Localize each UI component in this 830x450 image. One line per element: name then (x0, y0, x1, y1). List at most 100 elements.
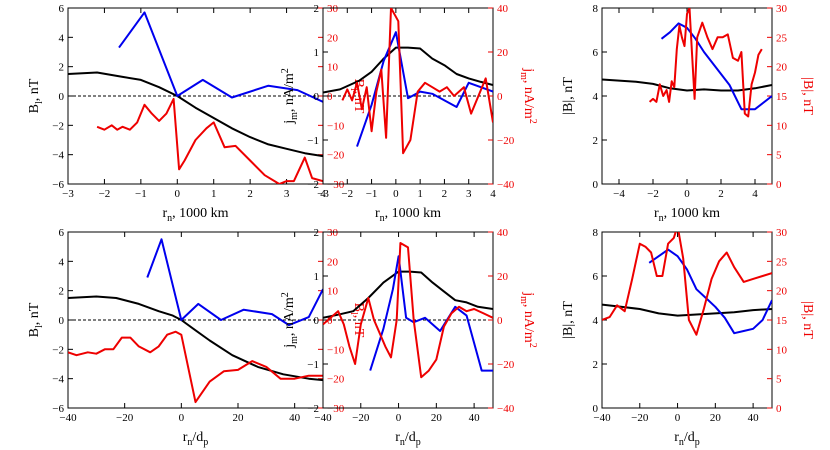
series-line-blue (648, 248, 772, 335)
x-tick-label: 0 (396, 412, 402, 424)
x-tick-label: 4 (490, 188, 496, 200)
y-tick-label-left: 6 (593, 47, 599, 59)
y-tick-label-left: 2 (593, 359, 599, 371)
series-line-red (68, 330, 323, 404)
y-tick-label-right: 40 (497, 3, 509, 15)
series-line-black (323, 46, 493, 94)
series-line-red (96, 97, 323, 184)
x-tick-label: −40 (593, 412, 611, 424)
series-line-red (602, 232, 772, 336)
y-axis-label-left: |B|, nT (561, 301, 576, 339)
y-tick-label-left: 0 (314, 315, 320, 327)
y-tick-label-right: −40 (497, 179, 515, 191)
y-axis-label-left: |B|, nT (561, 77, 576, 115)
y-tick-label-left: 0 (59, 91, 65, 103)
x-tick-label: −2 (99, 188, 111, 200)
y-tick-label-right: −20 (497, 359, 515, 371)
y-tick-label-left: 2 (593, 135, 599, 147)
y-tick-label-right: 10 (776, 344, 788, 356)
x-tick-label: −40 (59, 412, 77, 424)
y-tick-label-left: 4 (59, 256, 65, 268)
y-tick-label-left: 2 (59, 286, 65, 298)
y-tick-label-left: 2 (314, 3, 320, 15)
y-tick-label-right: 20 (327, 32, 339, 44)
x-tick-label: 3 (284, 188, 290, 200)
y-tick-label-right: −10 (327, 120, 345, 132)
series-line-blue (369, 255, 493, 372)
x-tick-label: 20 (233, 412, 245, 424)
y-tick-label-right: 30 (327, 227, 339, 239)
y-tick-label-right: 30 (327, 3, 339, 15)
y-tick-label-left: 2 (59, 62, 65, 74)
x-tick-label: −40 (314, 412, 332, 424)
series-line-black (602, 78, 772, 92)
series-line-black (602, 303, 772, 317)
y-tick-label-left: 2 (314, 227, 320, 239)
y-axis-label-right: jm, nA/m2 (518, 291, 538, 348)
y-tick-label-left: 6 (59, 227, 65, 239)
x-tick-label: 2 (247, 188, 253, 200)
x-tick-label: 40 (289, 412, 301, 424)
x-axis-label: rn, 1000 km (654, 206, 720, 224)
y-tick-label-right: 25 (776, 32, 788, 44)
y-tick-label-left: −2 (307, 179, 319, 191)
series-line-red (323, 242, 493, 379)
y-tick-label-right: 30 (776, 227, 788, 239)
y-tick-label-left: 1 (314, 271, 320, 283)
y-tick-label-left: 8 (593, 227, 599, 239)
x-tick-label: −3 (317, 188, 329, 200)
plot-frame (601, 7, 773, 185)
x-tick-label: −20 (631, 412, 649, 424)
x-tick-label: −2 (647, 188, 659, 200)
y-tick-label-right: 0 (776, 403, 782, 415)
x-tick-label: 1 (417, 188, 423, 200)
series-line-red (648, 8, 763, 118)
x-tick-label: 0 (675, 412, 681, 424)
series-line-blue (118, 11, 323, 103)
y-tick-label-left: 4 (593, 91, 599, 103)
y-tick-label-right: 15 (776, 91, 788, 103)
y-tick-label-right: 5 (776, 150, 782, 162)
y-tick-label-right: 0 (776, 179, 782, 191)
y-tick-label-right: 10 (776, 120, 788, 132)
y-tick-label-left: 4 (59, 32, 65, 44)
y-tick-label-left: −1 (307, 135, 319, 147)
series-line-red (341, 8, 493, 155)
y-tick-label-right: 20 (776, 62, 788, 74)
y-tick-label-left: 4 (593, 315, 599, 327)
y-tick-label-left: −2 (52, 344, 64, 356)
x-tick-label: −3 (62, 188, 74, 200)
series-line-black (68, 295, 323, 382)
x-axis-label: rn, 1000 km (375, 206, 441, 224)
y-tick-label-left: 6 (593, 271, 599, 283)
y-tick-label-left: −2 (52, 120, 64, 132)
series-line-blue (660, 22, 772, 111)
x-axis-label: rn, 1000 km (162, 206, 228, 224)
y-tick-label-left: −4 (52, 374, 64, 386)
y-tick-label-right: 5 (776, 374, 782, 386)
x-tick-label: 0 (179, 412, 185, 424)
y-tick-label-left: −1 (307, 359, 319, 371)
y-tick-label-right: −20 (497, 135, 515, 147)
y-tick-label-left: 1 (314, 47, 320, 59)
y-tick-label-left: 8 (593, 3, 599, 15)
y-tick-label-right: −10 (327, 344, 345, 356)
series-line-black (323, 270, 493, 319)
x-tick-label: 20 (710, 412, 722, 424)
x-tick-label: 0 (393, 188, 399, 200)
x-tick-label: 4 (320, 188, 326, 200)
x-axis-label: rn/dp (395, 430, 421, 448)
y-tick-label-right: 0 (497, 315, 503, 327)
y-tick-label-right: 0 (497, 91, 503, 103)
y-tick-label-right: 0 (327, 315, 333, 327)
y-tick-label-right: −20 (327, 374, 345, 386)
x-tick-label: 3 (466, 188, 472, 200)
y-axis-label-right: |B|, nT (800, 301, 815, 339)
x-tick-label: −20 (352, 412, 370, 424)
x-tick-label: 4 (752, 188, 758, 200)
series-line-blue (146, 238, 323, 327)
y-tick-label-right: −40 (497, 403, 515, 415)
y-tick-label-right: 20 (327, 256, 339, 268)
